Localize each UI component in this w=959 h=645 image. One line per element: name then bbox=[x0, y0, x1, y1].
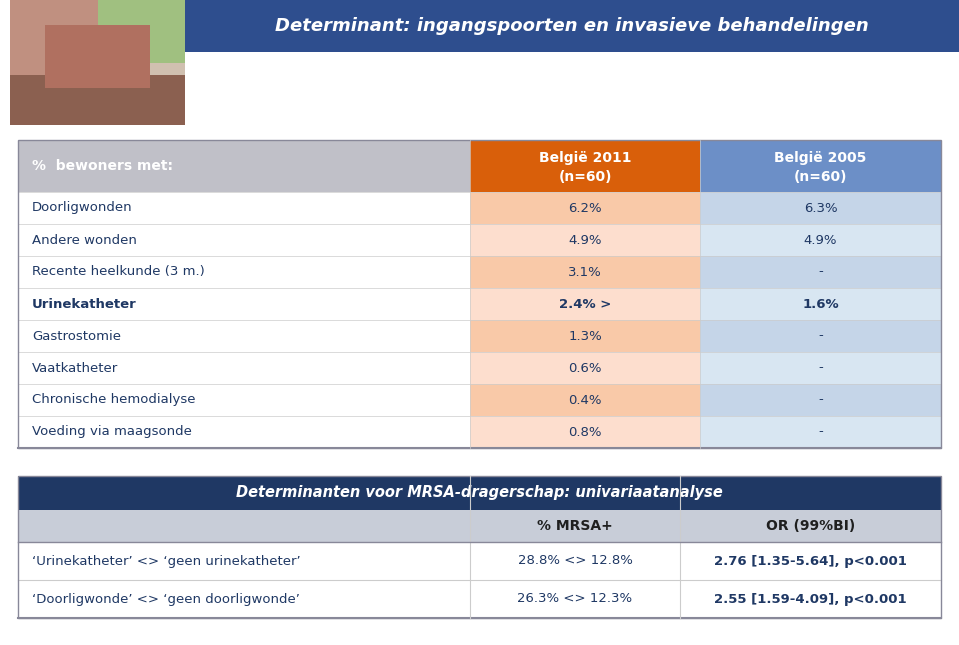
Bar bbox=[470, 352, 700, 384]
Bar bbox=[680, 542, 941, 580]
Text: -: - bbox=[818, 330, 823, 342]
Bar bbox=[18, 224, 470, 256]
Bar bbox=[10, 0, 115, 75]
Text: ‘Doorligwonde’ <> ‘geen doorligwonde’: ‘Doorligwonde’ <> ‘geen doorligwonde’ bbox=[32, 593, 300, 606]
Text: Determinant: ingangspoorten en invasieve behandelingen: Determinant: ingangspoorten en invasieve… bbox=[275, 17, 869, 35]
Text: Urinekatheter: Urinekatheter bbox=[32, 297, 137, 310]
Bar bbox=[700, 140, 941, 192]
Text: -: - bbox=[818, 266, 823, 279]
Text: 4.9%: 4.9% bbox=[804, 233, 837, 246]
Bar bbox=[18, 476, 941, 618]
Text: Vaatkatheter: Vaatkatheter bbox=[32, 361, 118, 375]
Bar bbox=[700, 384, 941, 416]
Text: België 2011: België 2011 bbox=[539, 151, 631, 165]
Bar bbox=[18, 140, 470, 192]
Bar bbox=[470, 320, 700, 352]
Text: Doorligwonden: Doorligwonden bbox=[32, 201, 132, 215]
Bar bbox=[700, 416, 941, 448]
Text: 2.76 [1.35-5.64], p<0.001: 2.76 [1.35-5.64], p<0.001 bbox=[714, 555, 907, 568]
Text: 6.2%: 6.2% bbox=[568, 201, 602, 215]
Bar bbox=[18, 192, 470, 224]
Bar bbox=[700, 224, 941, 256]
Bar bbox=[18, 580, 470, 618]
Bar bbox=[98, 0, 185, 63]
Text: 0.4%: 0.4% bbox=[569, 393, 601, 406]
Bar bbox=[18, 320, 470, 352]
Text: OR (99%BI): OR (99%BI) bbox=[766, 519, 855, 533]
Text: 28.8% <> 12.8%: 28.8% <> 12.8% bbox=[518, 555, 632, 568]
Bar bbox=[180, 0, 959, 52]
Text: Andere wonden: Andere wonden bbox=[32, 233, 137, 246]
Bar bbox=[700, 256, 941, 288]
Bar bbox=[680, 510, 941, 542]
Text: 1.3%: 1.3% bbox=[568, 330, 602, 342]
Bar bbox=[470, 288, 700, 320]
Bar bbox=[18, 384, 470, 416]
Text: % MRSA+: % MRSA+ bbox=[537, 519, 613, 533]
Bar bbox=[470, 510, 680, 542]
Text: 3.1%: 3.1% bbox=[568, 266, 602, 279]
Bar bbox=[18, 510, 470, 542]
Text: 0.8%: 0.8% bbox=[569, 426, 601, 439]
Text: ‘Urinekatheter’ <> ‘geen urinekatheter’: ‘Urinekatheter’ <> ‘geen urinekatheter’ bbox=[32, 555, 300, 568]
Text: Determinanten voor MRSA-dragerschap: univariaatanalyse: Determinanten voor MRSA-dragerschap: uni… bbox=[236, 486, 723, 501]
Text: (n=60): (n=60) bbox=[794, 170, 847, 184]
Bar bbox=[470, 542, 680, 580]
Text: 4.9%: 4.9% bbox=[569, 233, 601, 246]
Text: -: - bbox=[818, 361, 823, 375]
Bar bbox=[18, 416, 470, 448]
Bar bbox=[10, 0, 185, 125]
Bar bbox=[470, 580, 680, 618]
Text: 2.55 [1.59-4.09], p<0.001: 2.55 [1.59-4.09], p<0.001 bbox=[714, 593, 907, 606]
Bar bbox=[18, 140, 941, 448]
Bar bbox=[470, 384, 700, 416]
Text: (n=60): (n=60) bbox=[558, 170, 612, 184]
Text: Gastrostomie: Gastrostomie bbox=[32, 330, 121, 342]
Bar bbox=[470, 224, 700, 256]
Bar bbox=[470, 416, 700, 448]
Bar bbox=[700, 192, 941, 224]
Text: 1.6%: 1.6% bbox=[802, 297, 839, 310]
Bar bbox=[45, 25, 150, 88]
Bar bbox=[470, 192, 700, 224]
Text: 26.3% <> 12.3%: 26.3% <> 12.3% bbox=[518, 593, 633, 606]
Text: %  bewoners met:: % bewoners met: bbox=[32, 159, 173, 173]
Bar bbox=[18, 542, 470, 580]
Bar bbox=[470, 256, 700, 288]
Text: Chronische hemodialyse: Chronische hemodialyse bbox=[32, 393, 196, 406]
Text: 2.4% >: 2.4% > bbox=[559, 297, 611, 310]
Bar bbox=[10, 75, 185, 125]
Bar bbox=[18, 476, 941, 510]
Text: 6.3%: 6.3% bbox=[804, 201, 837, 215]
Text: Voeding via maagsonde: Voeding via maagsonde bbox=[32, 426, 192, 439]
Bar bbox=[470, 140, 700, 192]
Bar bbox=[18, 256, 470, 288]
Bar bbox=[700, 288, 941, 320]
Bar bbox=[680, 580, 941, 618]
Text: België 2005: België 2005 bbox=[774, 151, 867, 165]
Text: 0.6%: 0.6% bbox=[569, 361, 601, 375]
Text: -: - bbox=[818, 393, 823, 406]
Bar bbox=[700, 320, 941, 352]
Bar bbox=[18, 352, 470, 384]
Bar bbox=[18, 288, 470, 320]
Text: Recente heelkunde (3 m.): Recente heelkunde (3 m.) bbox=[32, 266, 205, 279]
Bar bbox=[700, 352, 941, 384]
Text: -: - bbox=[818, 426, 823, 439]
